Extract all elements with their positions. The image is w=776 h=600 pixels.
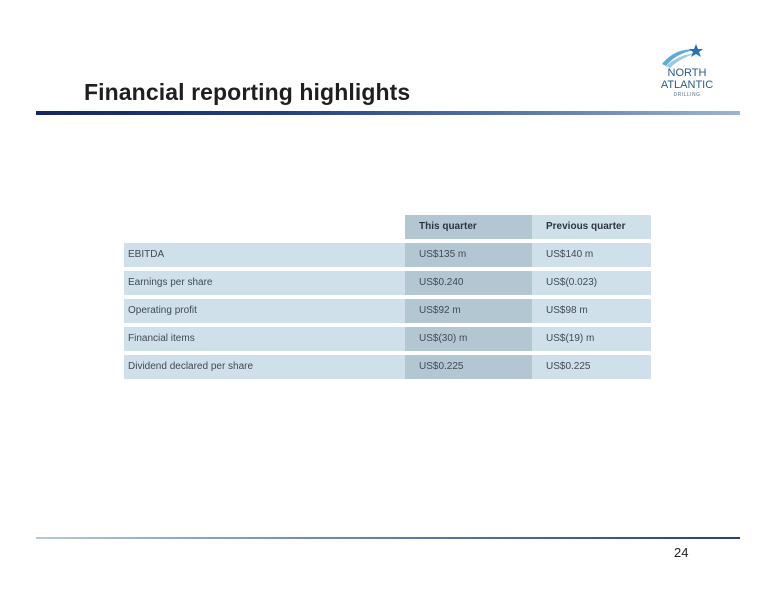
table-header-this-quarter: This quarter [405, 215, 532, 239]
row-label: Operating profit [124, 299, 405, 323]
page-title: Financial reporting highlights [84, 79, 411, 105]
this-quarter-value: US$135 m [405, 243, 532, 267]
table-header-cell [124, 215, 405, 239]
previous-quarter-value: US$140 m [532, 243, 651, 267]
table-row: EBITDA US$135 m US$140 m [124, 243, 651, 267]
highlights-table: This quarter Previous quarter EBITDA US$… [124, 215, 651, 383]
header-divider [36, 111, 740, 115]
row-label: EBITDA [124, 243, 405, 267]
this-quarter-value: US$92 m [405, 299, 532, 323]
previous-quarter-value: US$(0.023) [532, 271, 651, 295]
footer-divider [36, 537, 740, 539]
this-quarter-value: US$0.225 [405, 355, 532, 379]
previous-quarter-value: US$0.225 [532, 355, 651, 379]
row-label: Financial items [124, 327, 405, 351]
logo-wordmark-drilling: DRILLING [673, 92, 701, 98]
this-quarter-value: US$0.240 [405, 271, 532, 295]
table-row: Earnings per share US$0.240 US$(0.023) [124, 271, 651, 295]
table-header-previous-quarter: Previous quarter [532, 215, 651, 239]
company-logo: NORTH ATLANTIC DRILLING [652, 42, 722, 108]
table-row: Financial items US$(30) m US$(19) m [124, 327, 651, 351]
logo-wordmark-north: NORTH [667, 67, 707, 79]
row-label: Dividend declared per share [124, 355, 405, 379]
star-swoosh-icon [662, 44, 703, 68]
page-number: 24 [674, 545, 689, 560]
this-quarter-value: US$(30) m [405, 327, 532, 351]
previous-quarter-value: US$98 m [532, 299, 651, 323]
row-label: Earnings per share [124, 271, 405, 295]
logo-wordmark-atlantic: ATLANTIC [660, 79, 714, 91]
table-row: Operating profit US$92 m US$98 m [124, 299, 651, 323]
table-header-row: This quarter Previous quarter [124, 215, 651, 239]
previous-quarter-value: US$(19) m [532, 327, 651, 351]
table-row: Dividend declared per share US$0.225 US$… [124, 355, 651, 379]
